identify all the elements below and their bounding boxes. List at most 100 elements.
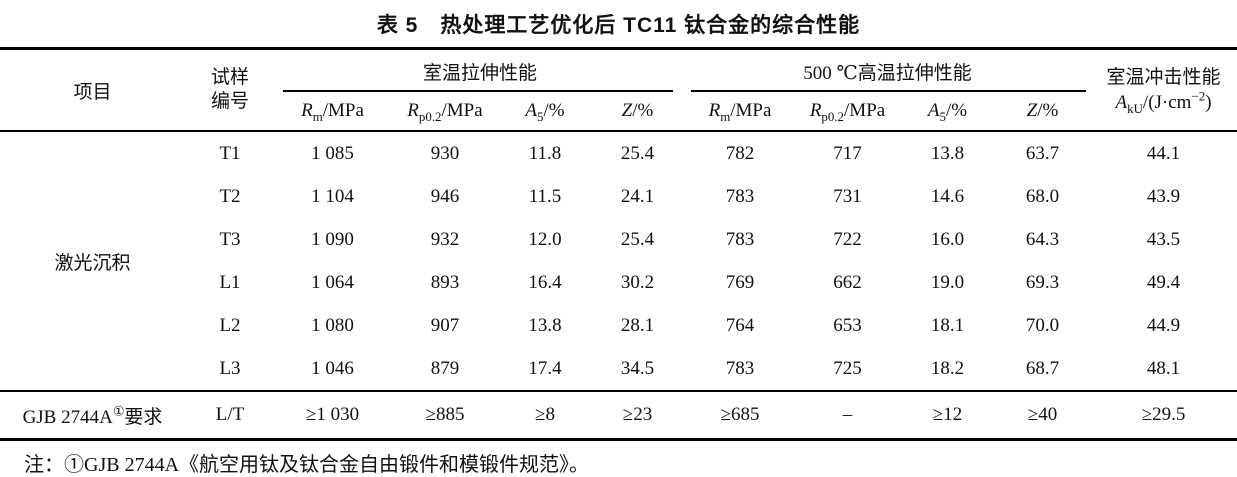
- table-cell: ≥685: [685, 390, 796, 440]
- table-cell: 783: [725, 357, 755, 379]
- table-cell: 63.7: [995, 130, 1091, 175]
- col-group-high-temp-tensile: 500 ℃高温拉伸性能: [685, 49, 1090, 93]
- impact-symbol: AkU/(J·cm−2): [1115, 88, 1212, 116]
- table-cell: ≥23: [590, 390, 686, 440]
- table-cell: 17.4: [528, 357, 562, 379]
- sample-id: L/T: [185, 390, 275, 440]
- table-cell: 13.8: [528, 314, 562, 336]
- table-cell: 64.3: [1025, 228, 1060, 250]
- sample-id: T1: [185, 130, 275, 175]
- table-cell: ≥1 030: [275, 390, 390, 440]
- col-header-z-ht: Z/%: [1026, 100, 1059, 121]
- table-row-l2: L2 1 080 907 13.8 28.1 764 653 18.1 70.0…: [0, 304, 1237, 347]
- col-header-rm-ht: Rm/MPa: [708, 100, 772, 124]
- performance-table: 项目 试样 编号 室温拉伸性能 500 ℃高温拉伸性能 室温冲击性能 AkU/(…: [0, 47, 1237, 441]
- table-cell: 18.1: [930, 314, 965, 336]
- table-cell: 68.7: [1025, 357, 1060, 379]
- table-cell: 44.1: [1090, 130, 1237, 175]
- table-cell: 19.0: [930, 271, 965, 293]
- table-cell: ≥12: [900, 390, 996, 440]
- col-group-room-temp-tensile: 室温拉伸性能: [275, 49, 685, 93]
- col-header-impact: 室温冲击性能 AkU/(J·cm−2): [1090, 49, 1237, 132]
- table-cell: 1 090: [311, 228, 354, 250]
- table-cell: 24.1: [620, 185, 655, 207]
- table-cell: ≥885: [390, 390, 500, 440]
- sample-id: T3: [219, 228, 241, 250]
- table-cell: 932: [430, 228, 460, 250]
- table-cell: 43.5: [1146, 228, 1181, 250]
- col-header-sample-line2: 编号: [210, 91, 249, 112]
- table-row-l3: L3 1 046 879 17.4 34.5 783 725 18.2 68.7…: [0, 347, 1237, 391]
- sample-id: L3: [219, 357, 241, 379]
- table-title: 表 5 热处理工艺优化后 TC11 钛合金的综合性能: [376, 14, 861, 37]
- col-header-sample-id: 试样 编号: [185, 49, 275, 132]
- project-group-label: 激光沉积: [0, 130, 185, 391]
- table-cell: 12.0: [528, 228, 562, 250]
- table-cell: 13.8: [900, 130, 996, 175]
- table-cell: 11.5: [528, 185, 562, 207]
- table-cell: 764: [725, 314, 755, 336]
- table-cell: 18.2: [930, 357, 965, 379]
- table-cell: 48.1: [1146, 357, 1181, 379]
- table-cell: 1 104: [311, 185, 354, 207]
- table-row-t1: 激光沉积 T1 1 085 930 11.8 25.4 782 717 13.8…: [0, 130, 1237, 391]
- table-footnote: 注：①GJB 2744A《航空用钛及钛合金自由锻件和模锻件规范》。: [24, 454, 590, 476]
- table-cell: 653: [833, 314, 862, 336]
- table-cell: 49.4: [1146, 271, 1181, 293]
- header-group-row: 项目 试样 编号 室温拉伸性能 500 ℃高温拉伸性能 室温冲击性能 AkU/(…: [0, 49, 1237, 115]
- table-cell: 731: [833, 185, 862, 207]
- col-header-sample-line1: 试样: [210, 67, 249, 89]
- sample-id: L2: [219, 314, 241, 336]
- table-cell: 769: [725, 271, 755, 293]
- table-row-l1: L1 1 064 893 16.4 30.2 769 662 19.0 69.3…: [0, 261, 1237, 304]
- col-header-a5-ht: A5/%: [927, 100, 968, 124]
- table-cell: 44.9: [1146, 314, 1181, 336]
- table-cell: 782: [685, 130, 796, 175]
- col-header-project: 项目: [73, 81, 112, 103]
- table-cell: 725: [833, 357, 862, 379]
- table-cell: 893: [430, 271, 460, 293]
- sample-id: T2: [219, 185, 241, 207]
- table-cell: 43.9: [1146, 185, 1181, 207]
- table-cell: 1 085: [275, 130, 390, 175]
- col-header-a5-rt: A5/%: [525, 100, 565, 124]
- table-cell: 34.5: [620, 357, 655, 379]
- table-cell: 930: [390, 130, 500, 175]
- table-cell: 11.8: [500, 130, 590, 175]
- table-cell: –: [795, 390, 901, 440]
- table-cell: 946: [430, 185, 460, 207]
- col-header-z-rt: Z/%: [621, 100, 654, 121]
- table-cell: 722: [833, 228, 862, 250]
- table-cell: ≥40: [995, 390, 1091, 440]
- table-cell: 1 046: [311, 357, 354, 379]
- table-cell: 879: [430, 357, 460, 379]
- header-sub-row: Rm/MPa Rp0.2/MPa A5/% Z/% Rm/MPa Rp0.2/M…: [0, 92, 1237, 131]
- table-cell: 907: [430, 314, 460, 336]
- table-row-t3: T3 1 090 932 12.0 25.4 783 722 16.0 64.3…: [0, 218, 1237, 261]
- sample-id: L1: [219, 271, 241, 293]
- col-header-rp02-rt: Rp0.2/MPa: [407, 100, 483, 124]
- footnote-marker: ①: [112, 403, 125, 419]
- table-cell: 30.2: [620, 271, 655, 293]
- table-row-requirement: GJB 2744A①要求 L/T ≥1 030 ≥885 ≥8 ≥23 ≥685…: [0, 390, 1237, 440]
- table-cell: 14.6: [930, 185, 965, 207]
- table-cell: 25.4: [590, 130, 686, 175]
- table-cell: 16.0: [930, 228, 965, 250]
- table-cell: 1 064: [311, 271, 354, 293]
- table-cell: 662: [833, 271, 862, 293]
- requirement-label: GJB 2744A①要求: [0, 390, 185, 440]
- table-cell: 16.4: [528, 271, 562, 293]
- col-header-rm-rt: Rm/MPa: [301, 100, 364, 124]
- table-row-t2: T2 1 104 946 11.5 24.1 783 731 14.6 68.0…: [0, 175, 1237, 218]
- impact-title: 室温冲击性能: [1106, 66, 1221, 88]
- table-cell: 28.1: [620, 314, 655, 336]
- table-cell: ≥8: [500, 390, 590, 440]
- table-cell: ≥29.5: [1090, 390, 1237, 440]
- table-cell: 68.0: [1025, 185, 1060, 207]
- table-cell: 783: [725, 228, 755, 250]
- col-header-rp02-ht: Rp0.2/MPa: [809, 100, 886, 124]
- table-cell: 717: [795, 130, 901, 175]
- table-cell: 70.0: [1025, 314, 1060, 336]
- table-cell: 783: [725, 185, 755, 207]
- table-cell: 1 080: [311, 314, 354, 336]
